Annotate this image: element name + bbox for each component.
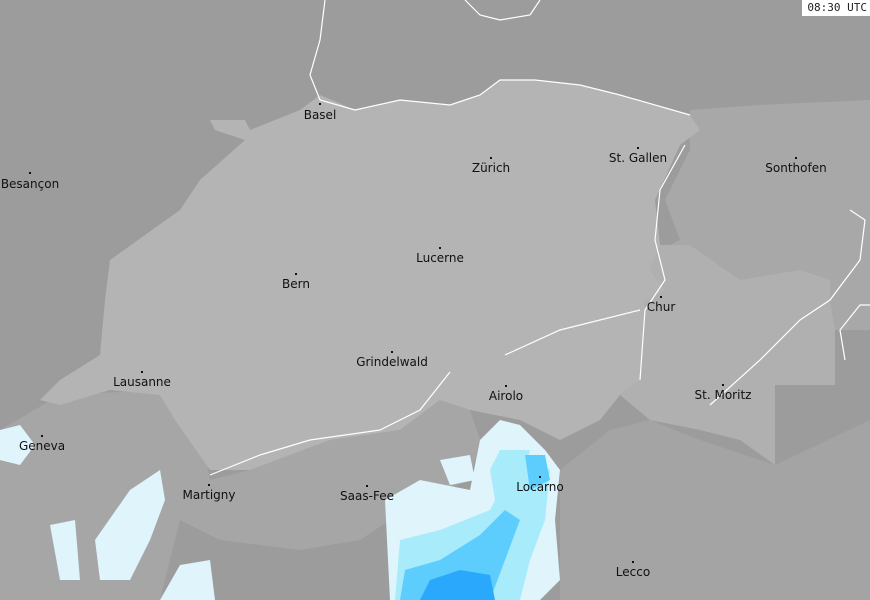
borders (209, 0, 870, 476)
city-label: Geneva (18, 439, 66, 453)
city-label: Zürich (471, 161, 511, 175)
city-marker (722, 384, 724, 386)
city-label: Chur (646, 300, 676, 314)
region-italy-north (560, 420, 870, 600)
city-label: Lucerne (416, 251, 464, 265)
region-switzerland (40, 80, 700, 470)
city-marker (29, 172, 31, 174)
city-marker (295, 273, 297, 275)
city-marker (795, 157, 797, 159)
city-label: St. Moritz (694, 388, 752, 402)
city-label: Martigny (182, 488, 236, 502)
city-label: Airolo (488, 389, 524, 403)
city-label: Bern (282, 277, 310, 291)
region-valais (180, 400, 480, 550)
city-marker (141, 371, 143, 373)
city-label: Saas-Fee (340, 489, 394, 503)
city-marker (439, 247, 441, 249)
city-marker (208, 484, 210, 486)
timestamp: 08:30 UTC (802, 0, 870, 16)
city-marker (637, 147, 639, 149)
city-marker (366, 485, 368, 487)
city-marker (539, 476, 541, 478)
region-savoie (0, 390, 210, 600)
city-marker (391, 351, 393, 353)
city-label: Lausanne (113, 375, 171, 389)
city-marker (41, 435, 43, 437)
city-marker (505, 385, 507, 387)
city-label: Basel (303, 108, 337, 122)
city-label: Lecco (615, 565, 651, 579)
city-marker (632, 561, 634, 563)
region-graubuenden (620, 245, 835, 465)
city-label: Sonthofen (765, 161, 827, 175)
city-marker (319, 103, 321, 105)
city-label: Grindelwald (356, 355, 428, 369)
city-marker (490, 157, 492, 159)
city-label: Besançon (0, 177, 60, 191)
radar-precipitation (0, 420, 560, 600)
city-label: St. Gallen (608, 151, 668, 165)
city-label: Locarno (516, 480, 564, 494)
city-marker (660, 296, 662, 298)
